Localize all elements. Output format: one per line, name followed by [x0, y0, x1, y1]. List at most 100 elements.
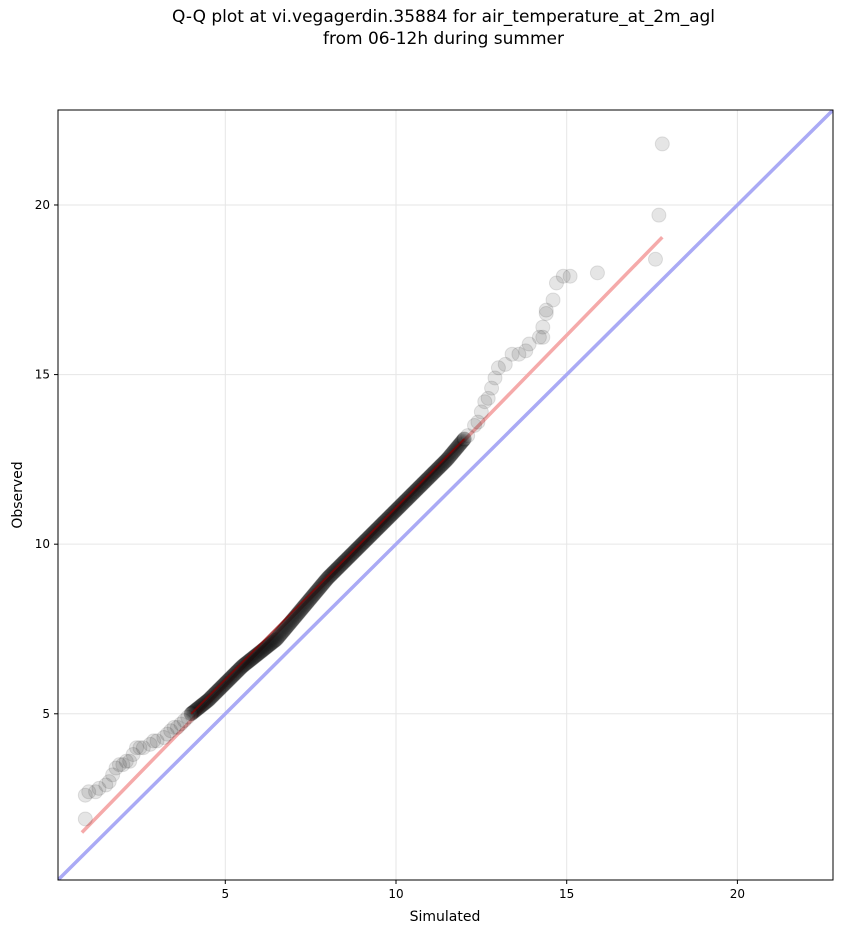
qq-point — [447, 442, 463, 458]
qq-point — [217, 676, 233, 692]
qq-point — [444, 446, 460, 462]
qq-point — [304, 589, 320, 605]
qq-point — [88, 784, 104, 800]
qq-point — [81, 784, 97, 800]
qq-point — [342, 548, 358, 564]
qq-point — [351, 539, 367, 555]
qq-point — [411, 479, 427, 495]
qq-point — [129, 740, 145, 756]
qq-point — [352, 538, 368, 554]
qq-point — [159, 726, 175, 742]
qq-point — [320, 570, 336, 586]
qq-point — [98, 777, 114, 793]
qq-point — [272, 627, 288, 643]
qq-point — [91, 780, 107, 796]
qq-point — [535, 329, 551, 345]
qq-point — [216, 677, 232, 693]
qq-point — [390, 500, 406, 516]
qq-point — [366, 524, 382, 540]
qq-point — [365, 525, 381, 541]
qq-point — [429, 462, 445, 478]
qq-point — [196, 695, 212, 711]
qq-point — [222, 670, 238, 686]
qq-point — [231, 662, 247, 678]
qq-point — [531, 329, 547, 345]
qq-point — [256, 641, 272, 657]
qq-point — [197, 695, 213, 711]
qq-point — [518, 343, 534, 359]
y-tick-label: 10 — [35, 537, 50, 551]
qq-point — [201, 692, 217, 708]
qq-point — [435, 456, 451, 472]
qq-point — [434, 456, 450, 472]
qq-point — [202, 690, 218, 706]
axis-ticks: 5 10 15 20 5 10 15 20 — [35, 198, 745, 901]
qq-point — [212, 680, 228, 696]
qq-point — [407, 484, 423, 500]
y-axis-label: Observed — [10, 461, 26, 528]
qq-point — [473, 404, 489, 420]
grid-lines — [58, 110, 833, 880]
qq-point — [234, 659, 250, 675]
qq-point — [266, 633, 282, 649]
qq-point — [338, 552, 354, 568]
qq-point — [378, 512, 394, 528]
qq-point — [396, 495, 412, 511]
qq-point — [262, 636, 278, 652]
qq-point — [280, 617, 296, 633]
qq-point — [369, 521, 385, 537]
qq-point — [307, 585, 323, 601]
qq-point — [405, 486, 421, 502]
qq-point — [441, 449, 457, 465]
qq-point — [327, 563, 343, 579]
qq-point — [342, 548, 358, 564]
qq-point — [420, 470, 436, 486]
qq-point — [257, 640, 273, 656]
qq-point — [279, 619, 295, 635]
qq-point — [326, 564, 342, 580]
qq-point — [379, 511, 395, 527]
qq-point — [358, 532, 374, 548]
qq-point — [407, 483, 423, 499]
qq-point — [415, 475, 431, 491]
qq-point — [402, 488, 418, 504]
qq-point — [347, 543, 363, 559]
qq-point — [383, 508, 399, 524]
qq-point — [340, 550, 356, 566]
qq-point — [327, 563, 343, 579]
qq-point — [256, 641, 272, 657]
qq-point — [330, 559, 346, 575]
qq-point — [387, 504, 403, 520]
qq-point — [400, 491, 416, 507]
qq-point — [377, 513, 393, 529]
y-tick-label: 20 — [35, 198, 50, 212]
qq-point — [229, 664, 245, 680]
qq-point — [388, 502, 404, 518]
qq-point — [281, 616, 297, 632]
chart-title-line-2: from 06-12h during summer — [323, 29, 564, 49]
qq-point — [375, 515, 391, 531]
qq-point — [393, 497, 409, 513]
qq-point — [173, 716, 189, 732]
qq-point — [535, 319, 551, 335]
qq-point — [280, 618, 296, 634]
y-tick-label: 5 — [42, 707, 50, 721]
qq-point — [504, 346, 520, 362]
qq-point — [214, 679, 230, 695]
qq-point — [225, 668, 241, 684]
qq-point — [430, 460, 446, 476]
qq-point — [195, 696, 211, 712]
qq-point — [480, 390, 496, 406]
reference-lines — [58, 110, 833, 880]
chart-title-line-1: Q-Q plot at vi.vegagerdin.35884 for air_… — [171, 7, 716, 27]
qq-point — [204, 688, 220, 704]
qq-point — [277, 621, 293, 637]
qq-point — [371, 519, 387, 535]
qq-point — [589, 265, 605, 281]
qq-point — [282, 615, 298, 631]
qq-point — [415, 476, 431, 492]
qq-point — [435, 455, 451, 471]
qq-point — [364, 526, 380, 542]
qq-point — [441, 450, 457, 466]
qq-point — [309, 583, 325, 599]
